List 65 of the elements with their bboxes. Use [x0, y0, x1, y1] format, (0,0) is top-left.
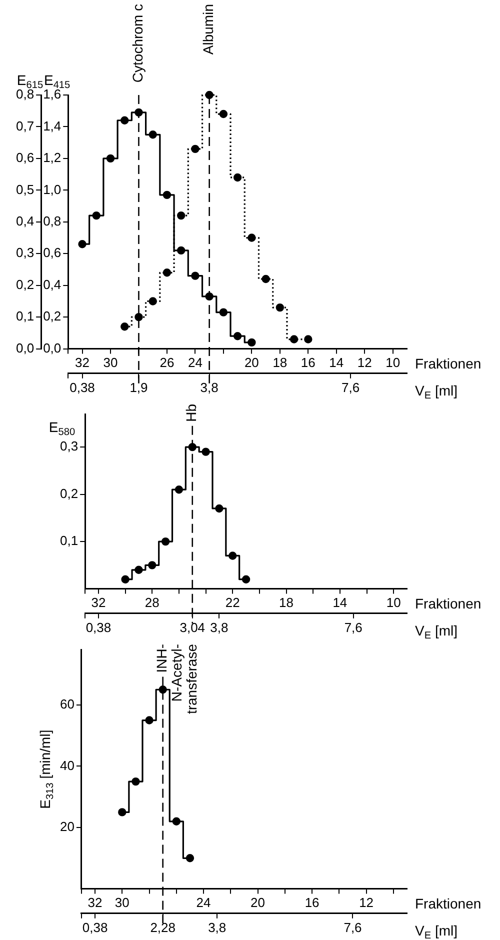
y2-tick-label: 0,1: [16, 308, 34, 324]
x-tick-label: 18: [279, 595, 294, 610]
x-tick-label: 20: [244, 355, 259, 370]
x2-tick-label: 7,6: [344, 620, 362, 635]
x2-tick-label: 0,38: [70, 380, 95, 395]
y2-tick-label: 0,5: [16, 182, 34, 197]
x-axis-title: Fraktionen: [415, 356, 482, 372]
x2-tick-label: 3,8: [200, 380, 218, 395]
x-tick-label: 32: [88, 895, 102, 910]
y-axis-title: E313 [min/ml]: [36, 730, 56, 809]
y2-tick-label: 0,6: [16, 150, 34, 166]
x-tick-label: 12: [357, 355, 372, 370]
y-tick-label: 1,6: [43, 86, 62, 102]
x2-tick-label: 0,38: [86, 620, 112, 635]
y-tick-label: 0,6: [43, 245, 62, 260]
x-tick-label: 16: [300, 355, 316, 370]
y-tick-label: 0,0: [43, 340, 62, 356]
y-tick-label: 20: [60, 819, 74, 834]
y-tick-label: 0,2: [43, 308, 62, 324]
x-tick-label: 24: [196, 895, 211, 910]
y2-tick-label: 0,2: [16, 276, 34, 292]
y-tick-label: 40: [60, 758, 74, 773]
y-tick-label: 0,2: [60, 486, 78, 501]
y-tick-label: 1,0: [43, 182, 62, 197]
x2-tick-label: 3,8: [208, 920, 226, 935]
x-tick-label: 10: [386, 355, 400, 370]
ref-line-label: Albumin: [200, 4, 216, 55]
x-axis-title: Fraktionen: [415, 596, 482, 612]
x-tick-label: 18: [272, 355, 288, 370]
y-tick-label: 0,4: [43, 276, 62, 292]
x-tick-label: 30: [114, 895, 130, 910]
ref-line-label: Cytochrom c: [130, 4, 146, 83]
x-tick-label: 22: [225, 595, 240, 610]
x2-tick-label: 7,6: [341, 380, 360, 395]
x-tick-label: 26: [160, 355, 174, 370]
y-tick-label: 1,4: [43, 118, 62, 134]
y2-tick-label: 0,7: [16, 118, 34, 134]
x2-tick-label: 0,38: [82, 920, 108, 935]
x-tick-label: 30: [103, 355, 118, 370]
x2-tick-label: 2,28: [150, 920, 176, 935]
x-tick-label: 32: [75, 355, 90, 370]
y-tick-label: 0,1: [60, 533, 78, 548]
y-tick-label: 60: [60, 696, 74, 712]
x-tick-label: 14: [332, 595, 348, 610]
x-tick-label: 24: [188, 355, 202, 370]
x-tick-label: 10: [386, 595, 401, 610]
x2-tick-label: 7,6: [344, 920, 362, 935]
x-tick-label: 20: [250, 895, 266, 910]
y-tick-label: 1,2: [43, 150, 62, 166]
ref-line-label: Hb: [183, 404, 200, 422]
y2-tick-label: 0,4: [16, 213, 34, 228]
x-tick-label: 16: [304, 895, 320, 910]
ref-line-label: INH- N-Acetyl- transferase: [154, 644, 200, 714]
x-tick-label: 28: [144, 595, 160, 610]
y2-tick-label: 0,0: [16, 340, 34, 356]
x2-tick-label: 3,8: [210, 620, 228, 635]
y-tick-label: 0,3: [60, 438, 78, 454]
x-tick-label: 14: [329, 355, 344, 370]
y-tick-label: 0,8: [43, 213, 62, 228]
x2-tick-label: 1,9: [130, 380, 148, 395]
x-axis-title: Fraktionen: [415, 896, 482, 912]
y2-tick-label: 0,3: [16, 245, 34, 260]
x2-tick-label: 3,04: [180, 620, 206, 635]
x-tick-label: 32: [91, 595, 106, 610]
x-tick-label: 12: [359, 895, 374, 910]
